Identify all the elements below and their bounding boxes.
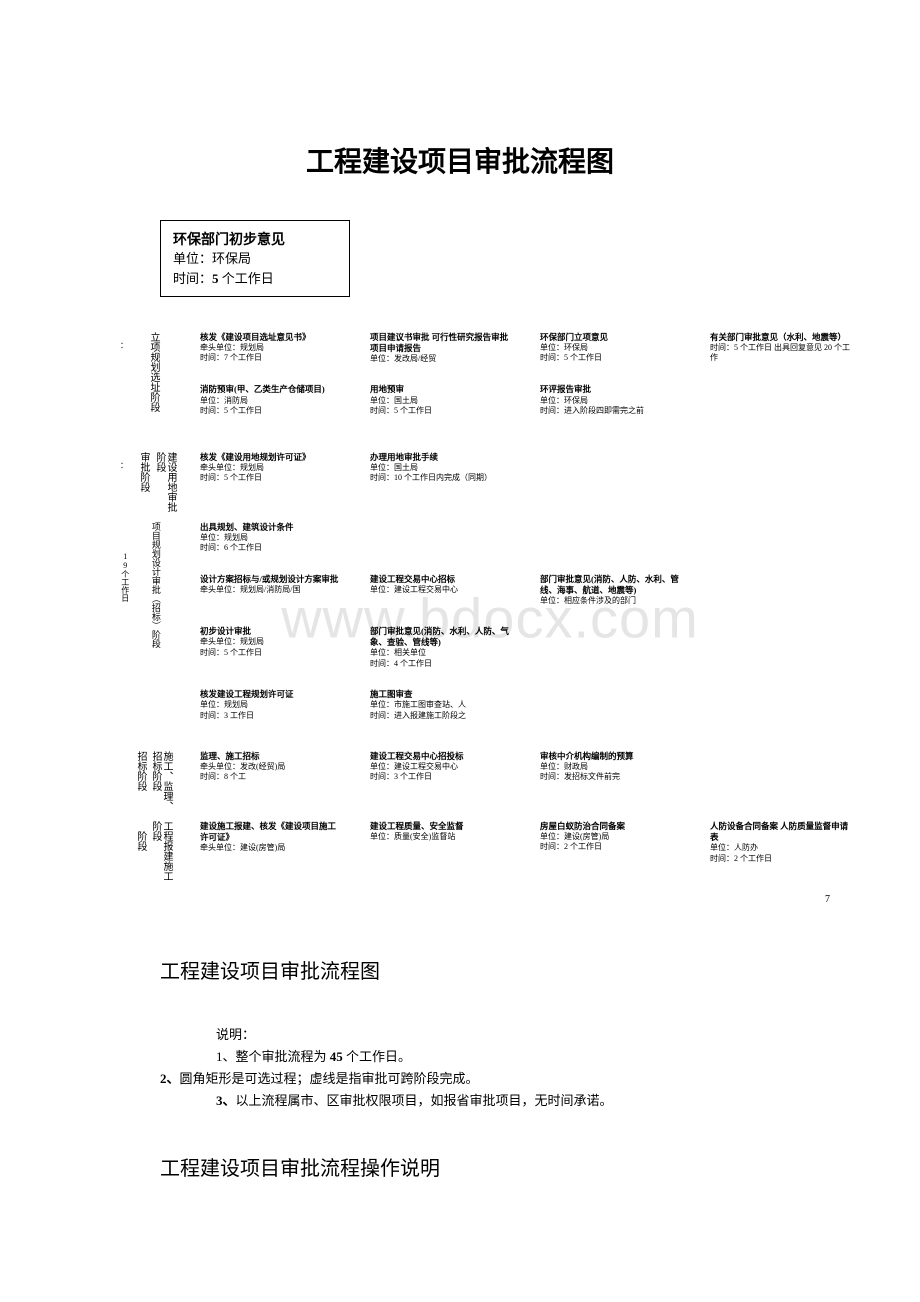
subtitle: 工程建设项目审批流程图 bbox=[160, 955, 860, 984]
stage-row-2: ： 审批阶段 建设用地审批阶段 核发《建设用地规划许可证》 牵头单位：规划局 时… bbox=[120, 452, 860, 512]
flow-box: 建设工程交易中心招标 单位：建设工程交易中心 bbox=[370, 574, 510, 606]
box-row: 核发《建设项目选址意见书》 牵头单位：规划局 时间：7 个工作日 项目建议书审批… bbox=[200, 332, 860, 364]
stage-row-4: 招标阶段 施工、监理、招标阶段 监理、施工招标 牵头单位：发改(经贸)局 时间：… bbox=[120, 751, 860, 811]
main-title: 工程建设项目审批流程图 bbox=[60, 140, 860, 180]
note-3: 3、以上流程属市、区审批权限项目，如报省审批项目，无时间承诺。 bbox=[190, 1090, 760, 1112]
flow-box: 建设工程交易中心招投标 单位：建设工程交易中心 时间：3 个工作日 bbox=[370, 751, 510, 783]
stage-1-boxes: 核发《建设项目选址意见书》 牵头单位：规划局 时间：7 个工作日 项目建议书审批… bbox=[200, 332, 860, 436]
notes-block: 说明： 1、整个审批流程为 45 个工作日。 2、圆角矩形是可选过程；虚线是指审… bbox=[190, 1024, 760, 1112]
notes-header: 说明： bbox=[190, 1024, 760, 1046]
flow-box: 审核中介机构编制的预算 单位：财政局 时间：发招标文件前完 bbox=[540, 751, 680, 783]
section-title: 工程建设项目审批流程操作说明 bbox=[160, 1152, 860, 1181]
flow-box: 建设施工报建、核发《建设项目施工许可证》 牵头单位：建设(房管)局 bbox=[200, 821, 340, 864]
flow-box: 办理用地审批手续 单位：国土局 时间：10 个工作日内完成（同期） bbox=[370, 452, 510, 484]
flow-box: 出具规划、建筑设计条件 单位：规划局 时间：6 个工作日 bbox=[200, 522, 340, 554]
box-row: 设计方案招标与/或规划设计方案审批 牵头单位：规划局/消防局/国 建设工程交易中… bbox=[200, 574, 860, 606]
page-number: 7 bbox=[120, 894, 860, 905]
box-row: 核发建设工程规划许可证 单位：规划局 时间：3 工作日 施工图审查 单位：市施工… bbox=[200, 689, 860, 721]
flow-box: 房屋白蚁防治合同备案 单位：建设(房管)局 时间：2 个工作日 bbox=[540, 821, 680, 864]
note-2: 2、圆角矩形是可选过程；虚线是指审批可跨阶段完成。 bbox=[160, 1068, 760, 1090]
flowchart-area: www.bdocx.com ： 立项规划选址阶段 核发《建设项目选址意见书》 牵… bbox=[120, 332, 860, 905]
stage-label-2: ： 审批阶段 建设用地审批阶段 bbox=[120, 452, 200, 512]
stage-row-3: 19个工作日 项目规划设计审批（招标）阶段 出具规划、建筑设计条件 单位：规划局… bbox=[120, 522, 860, 741]
flow-box: 部门审批意见(消防、人防、水利、管线、海事、航道、地震等) 单位：相应条件涉及的… bbox=[540, 574, 680, 606]
flow-box: 部门审批意见(消防、水利、人防、气象、查验、管线等) 单位：相关单位 时间：4 … bbox=[370, 626, 510, 669]
env-unit: 单位：环保局 bbox=[173, 249, 337, 269]
flow-box: 环评报告审批 单位：环保局 时间：进入阶段四即需完之前 bbox=[540, 384, 680, 416]
flow-box: 初步设计审批 牵头单位：规划局 时间：5 个工作日 bbox=[200, 626, 340, 669]
flow-box: 核发《建设用地规划许可证》 牵头单位：规划局 时间：5 个工作日 bbox=[200, 452, 340, 484]
stage-3-boxes: 出具规划、建筑设计条件 单位：规划局 时间：6 个工作日 设计方案招标与/或规划… bbox=[200, 522, 860, 741]
stage-2-boxes: 核发《建设用地规划许可证》 牵头单位：规划局 时间：5 个工作日 办理用地审批手… bbox=[200, 452, 860, 504]
note-1: 1、整个审批流程为 45 个工作日。 bbox=[190, 1046, 760, 1068]
flow-box: 环保部门立项意见 单位：环保局 时间：5 个工作日 bbox=[540, 332, 680, 364]
flow-box: 建设工程质量、安全监督 单位：质量(安全)监督站 bbox=[370, 821, 510, 864]
stage-label-3: 19个工作日 项目规划设计审批（招标）阶段 bbox=[120, 522, 200, 722]
flow-box: 核发建设工程规划许可证 单位：规划局 时间：3 工作日 bbox=[200, 689, 340, 721]
box-row: 消防预审(甲、乙类生产仓储项目) 单位：消防局 时间：5 个工作日 用地预审 单… bbox=[200, 384, 860, 416]
flow-box: 人防设备合同备案 人防质量监督申请表 单位：人防办 时间：2 个工作日 bbox=[710, 821, 850, 864]
flow-box: 有关部门审批意见（水利、地震等） 时间：5 个工作日 出具回复意见 20 个工作 bbox=[710, 332, 850, 364]
flow-box: 项目建议书审批 可行性研究报告审批 项目申请报告 单位：发改局/经贸 bbox=[370, 332, 510, 364]
flow-box: 设计方案招标与/或规划设计方案审批 牵头单位：规划局/消防局/国 bbox=[200, 574, 340, 606]
document-page: 工程建设项目审批流程图 环保部门初步意见 单位：环保局 时间：5 个工作日 ww… bbox=[0, 0, 920, 1281]
flow-box: 消防预审(甲、乙类生产仓储项目) 单位：消防局 时间：5 个工作日 bbox=[200, 384, 340, 416]
stage-4-boxes: 监理、施工招标 牵头单位：发改(经贸)局 时间：8 个工 建设工程交易中心招投标… bbox=[200, 751, 860, 803]
env-time: 时间：5 个工作日 bbox=[173, 269, 337, 289]
box-row: 监理、施工招标 牵头单位：发改(经贸)局 时间：8 个工 建设工程交易中心招投标… bbox=[200, 751, 860, 783]
flow-box: 施工图审查 单位：市施工图审查站、人 时间：进入报建施工阶段之 bbox=[370, 689, 510, 721]
stage-row-5: 阶段 工程报建施工阶段 建设施工报建、核发《建设项目施工许可证》 牵头单位：建设… bbox=[120, 821, 860, 884]
env-opinion-box: 环保部门初步意见 单位：环保局 时间：5 个工作日 bbox=[160, 220, 350, 297]
box-row: 出具规划、建筑设计条件 单位：规划局 时间：6 个工作日 bbox=[200, 522, 860, 554]
flow-box: 用地预审 单位：国土局 时间：5 个工作日 bbox=[370, 384, 510, 416]
box-row: 初步设计审批 牵头单位：规划局 时间：5 个工作日 部门审批意见(消防、水利、人… bbox=[200, 626, 860, 669]
box-row: 核发《建设用地规划许可证》 牵头单位：规划局 时间：5 个工作日 办理用地审批手… bbox=[200, 452, 860, 484]
stage-5-boxes: 建设施工报建、核发《建设项目施工许可证》 牵头单位：建设(房管)局 建设工程质量… bbox=[200, 821, 860, 884]
flow-box: 监理、施工招标 牵头单位：发改(经贸)局 时间：8 个工 bbox=[200, 751, 340, 783]
env-title: 环保部门初步意见 bbox=[173, 229, 337, 249]
stage-label-5: 阶段 工程报建施工阶段 bbox=[120, 821, 200, 881]
stage-label-1: ： 立项规划选址阶段 bbox=[120, 332, 200, 442]
box-row: 建设施工报建、核发《建设项目施工许可证》 牵头单位：建设(房管)局 建设工程质量… bbox=[200, 821, 860, 864]
flow-box: 核发《建设项目选址意见书》 牵头单位：规划局 时间：7 个工作日 bbox=[200, 332, 340, 364]
stage-row-1: ： 立项规划选址阶段 核发《建设项目选址意见书》 牵头单位：规划局 时间：7 个… bbox=[120, 332, 860, 442]
stage-label-4: 招标阶段 施工、监理、招标阶段 bbox=[120, 751, 200, 811]
